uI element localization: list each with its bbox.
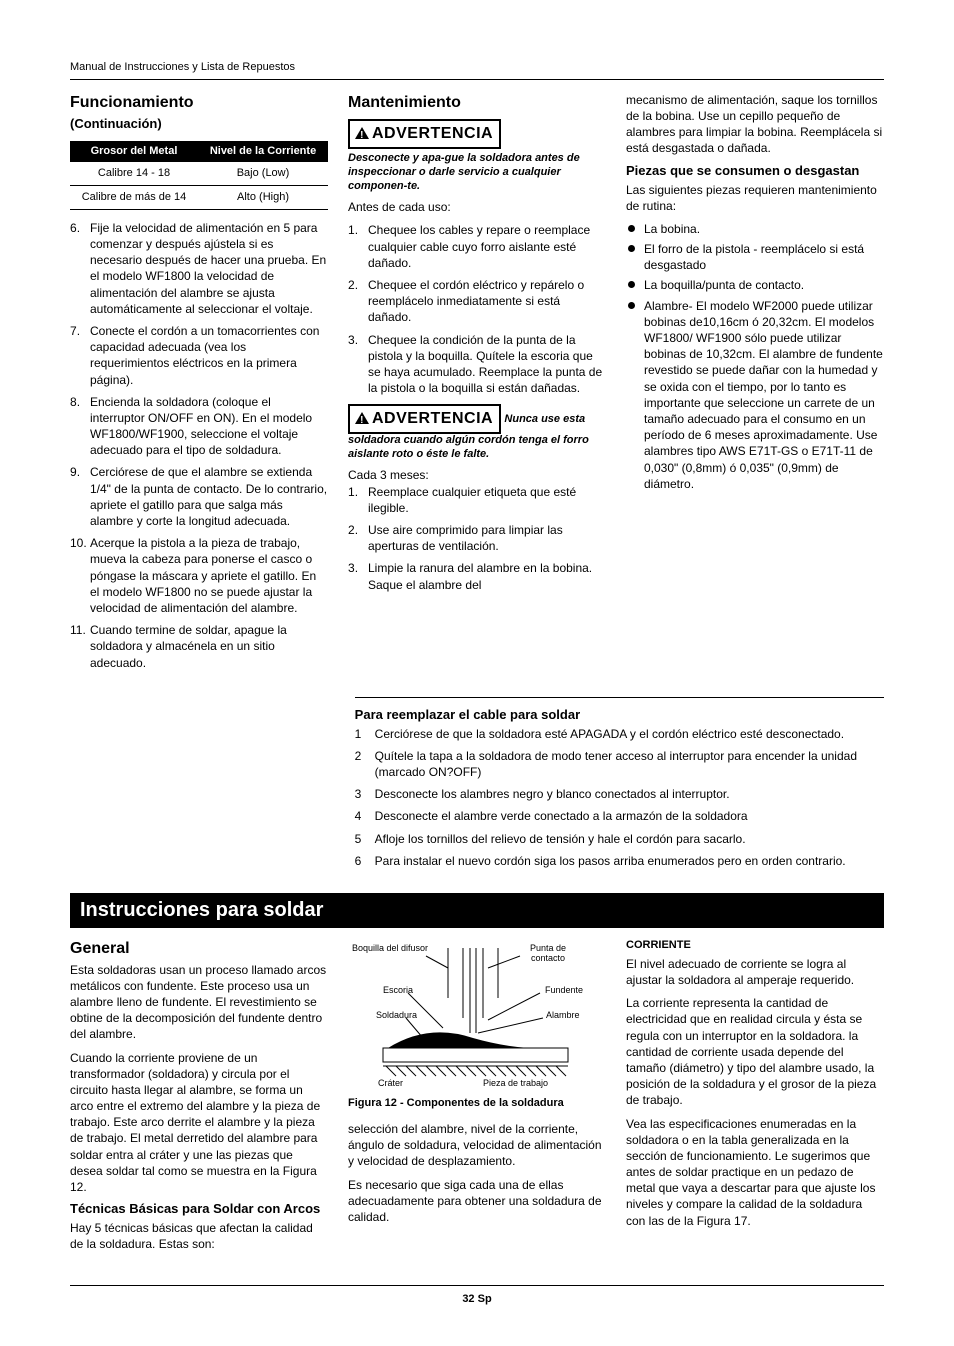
svg-text:Cráter: Cráter — [378, 1078, 403, 1088]
corr-p2: La corriente representa la cantidad de e… — [626, 995, 884, 1108]
weld-diagram: Boquilla del difusor Punta de contacto E… — [348, 938, 598, 1088]
before-1: Chequee los cables y repare o reemplace … — [348, 222, 606, 271]
th-nivel: Nivel de la Corriente — [198, 141, 328, 162]
cada3-steps: Reemplace cualquier etiqueta que esté il… — [348, 484, 606, 593]
page-header: Manual de Instrucciones y Lista de Repue… — [70, 60, 884, 80]
warning-box-2: ! ADVERTENCIA — [348, 404, 501, 434]
repl-6: Para instalar el nuevo cordón siga los p… — [355, 853, 884, 869]
mid-p2: Es necesario que siga cada una de ellas … — [348, 1177, 606, 1226]
replace-cable: Para reemplazar el cable para soldar Cer… — [355, 687, 884, 875]
warning-text-1: ADVERTENCIA — [372, 125, 493, 142]
piezas-list: La bobina. El forro de la pistola - reem… — [626, 221, 884, 492]
tech-p: Hay 5 técnicas básicas que afectan la ca… — [70, 1220, 328, 1252]
step-8: Encienda la soldadora (coloque el interr… — [70, 394, 328, 459]
svg-text:Escoria: Escoria — [383, 985, 413, 995]
mech-cont: mecanismo de alimentación, saque los tor… — [626, 92, 884, 157]
warning-box-1: ! ADVERTENCIA — [348, 119, 501, 149]
step-7: Conecte el cordón a un tomacorrientes co… — [70, 323, 328, 388]
th-grosor: Grosor del Metal — [70, 141, 198, 162]
col-figure: Boquilla del difusor Punta de contacto E… — [348, 938, 606, 1260]
col-general: General Esta soldadoras usan un proceso … — [70, 938, 328, 1260]
tech-title: Técnicas Básicas para Soldar con Arcos — [70, 1202, 328, 1217]
cell-r1c2: Bajo (Low) — [198, 162, 328, 185]
repl-3: Desconecte los alambres negro y blanco c… — [355, 786, 884, 802]
general-p2: Cuando la corriente proviene de un trans… — [70, 1050, 328, 1196]
repl-1: Cerciórese de que la soldadora esté APAG… — [355, 726, 884, 742]
warning-icon: ! — [354, 126, 370, 140]
svg-text:Pieza de trabajo: Pieza de trabajo — [483, 1078, 548, 1088]
cada3-1: Reemplace cualquier etiqueta que esté il… — [348, 484, 606, 516]
bullet-alambre: Alambre- El modelo WF2000 puede utilizar… — [626, 298, 884, 492]
svg-text:Fundente: Fundente — [545, 985, 583, 995]
mid-p1: selección del alambre, nivel de la corri… — [348, 1121, 606, 1170]
mantenimiento-title: Mantenimiento — [348, 92, 606, 114]
warn-note-1: Desconecte y apa-gue la soldadora antes … — [348, 152, 606, 193]
svg-text:!: ! — [360, 130, 364, 140]
replace-title: Para reemplazar el cable para soldar — [355, 708, 884, 723]
before-steps: Chequee los cables y repare o reemplace … — [348, 222, 606, 396]
hr-1 — [355, 697, 884, 698]
cada3-3: Limpie la ranura del alambre en la bobin… — [348, 560, 606, 592]
svg-text:Alambre: Alambre — [546, 1010, 580, 1020]
cada3-2: Use aire comprimido para limpiar las ape… — [348, 522, 606, 554]
svg-text:Punta de: Punta de — [530, 943, 566, 953]
row-replace: Para reemplazar el cable para soldar Cer… — [70, 687, 884, 875]
corr-p3: Vea las especificaciones enumeradas en l… — [626, 1116, 884, 1229]
general-p1: Esta soldadoras usan un proceso llamado … — [70, 962, 328, 1043]
warn-note-2: soldadora cuando algún cordón tenga el f… — [348, 434, 606, 462]
col-piezas: mecanismo de alimentación, saque los tor… — [626, 92, 884, 677]
step-9: Cerciórese de que el alambre se extienda… — [70, 464, 328, 529]
before-use: Antes de cada uso: — [348, 199, 606, 215]
svg-text:!: ! — [360, 415, 364, 425]
before-3: Chequee la condición de la punta de la p… — [348, 332, 606, 397]
instrucciones-bar: Instrucciones para soldar — [70, 893, 884, 928]
corr-p1: El nivel adecuado de corriente se logra … — [626, 956, 884, 988]
repl-2: Quítele la tapa a la soldadora de modo t… — [355, 748, 884, 780]
top-columns: Funcionamiento (Continuación) Grosor del… — [70, 92, 884, 677]
func-steps: Fije la velocidad de alimentación en 5 p… — [70, 220, 328, 671]
step-11: Cuando termine de soldar, apague la sold… — [70, 622, 328, 671]
cell-r2c1: Calibre de más de 14 — [70, 186, 198, 210]
step-6: Fije la velocidad de alimentación en 5 p… — [70, 220, 328, 317]
bottom-columns: General Esta soldadoras usan un proceso … — [70, 938, 884, 1260]
piezas-intro: Las siguientes piezas requieren mantenim… — [626, 182, 884, 214]
repl-5: Afloje los tornillos del relievo de tens… — [355, 831, 884, 847]
svg-text:Boquilla del difusor: Boquilla del difusor — [352, 943, 428, 953]
warn-inline-wrap: ! ADVERTENCIA Nunca use esta — [348, 404, 606, 434]
cell-r1c1: Calibre 14 - 18 — [70, 162, 198, 185]
svg-text:Soldadura: Soldadura — [376, 1010, 417, 1020]
warning-text-2: ADVERTENCIA — [372, 410, 493, 427]
step-10: Acerque la pistola a la pieza de trabajo… — [70, 535, 328, 616]
col-corriente: CORRIENTE El nivel adecuado de corriente… — [626, 938, 884, 1260]
general-title: General — [70, 938, 328, 960]
page-footer: 32 Sp — [70, 1285, 884, 1307]
cell-r2c2: Alto (High) — [198, 186, 328, 210]
fig12-caption: Figura 12 - Componentes de la soldadura — [348, 1096, 606, 1111]
replace-steps: Cerciórese de que la soldadora esté APAG… — [355, 726, 884, 869]
funcionamiento-title: Funcionamiento — [70, 92, 328, 114]
bullet-boquilla: La boquilla/punta de contacto. — [626, 277, 884, 293]
col-funcionamiento: Funcionamiento (Continuación) Grosor del… — [70, 92, 328, 677]
warn-inline-lead: Nunca use esta — [504, 413, 585, 425]
spacer-col — [70, 687, 335, 875]
repl-4: Desconecte el alambre verde conectado a … — [355, 808, 884, 824]
piezas-title: Piezas que se consumen o desgastan — [626, 164, 884, 179]
bullet-forro: El forro de la pistola - reemplácelo si … — [626, 241, 884, 273]
col-mantenimiento: Mantenimiento ! ADVERTENCIA Desconecte y … — [348, 92, 606, 677]
bullet-bobina: La bobina. — [626, 221, 884, 237]
cada-3: Cada 3 meses: — [348, 467, 606, 483]
corriente-title: CORRIENTE — [626, 938, 884, 953]
funcionamiento-sub: (Continuación) — [70, 115, 328, 133]
svg-text:contacto: contacto — [531, 953, 565, 963]
warning-icon-2: ! — [354, 411, 370, 425]
metal-table: Grosor del Metal Nivel de la Corriente C… — [70, 141, 328, 210]
figure-12: Boquilla del difusor Punta de contacto E… — [348, 938, 606, 1111]
before-2: Chequee el cordón eléctrico y repárelo o… — [348, 277, 606, 326]
